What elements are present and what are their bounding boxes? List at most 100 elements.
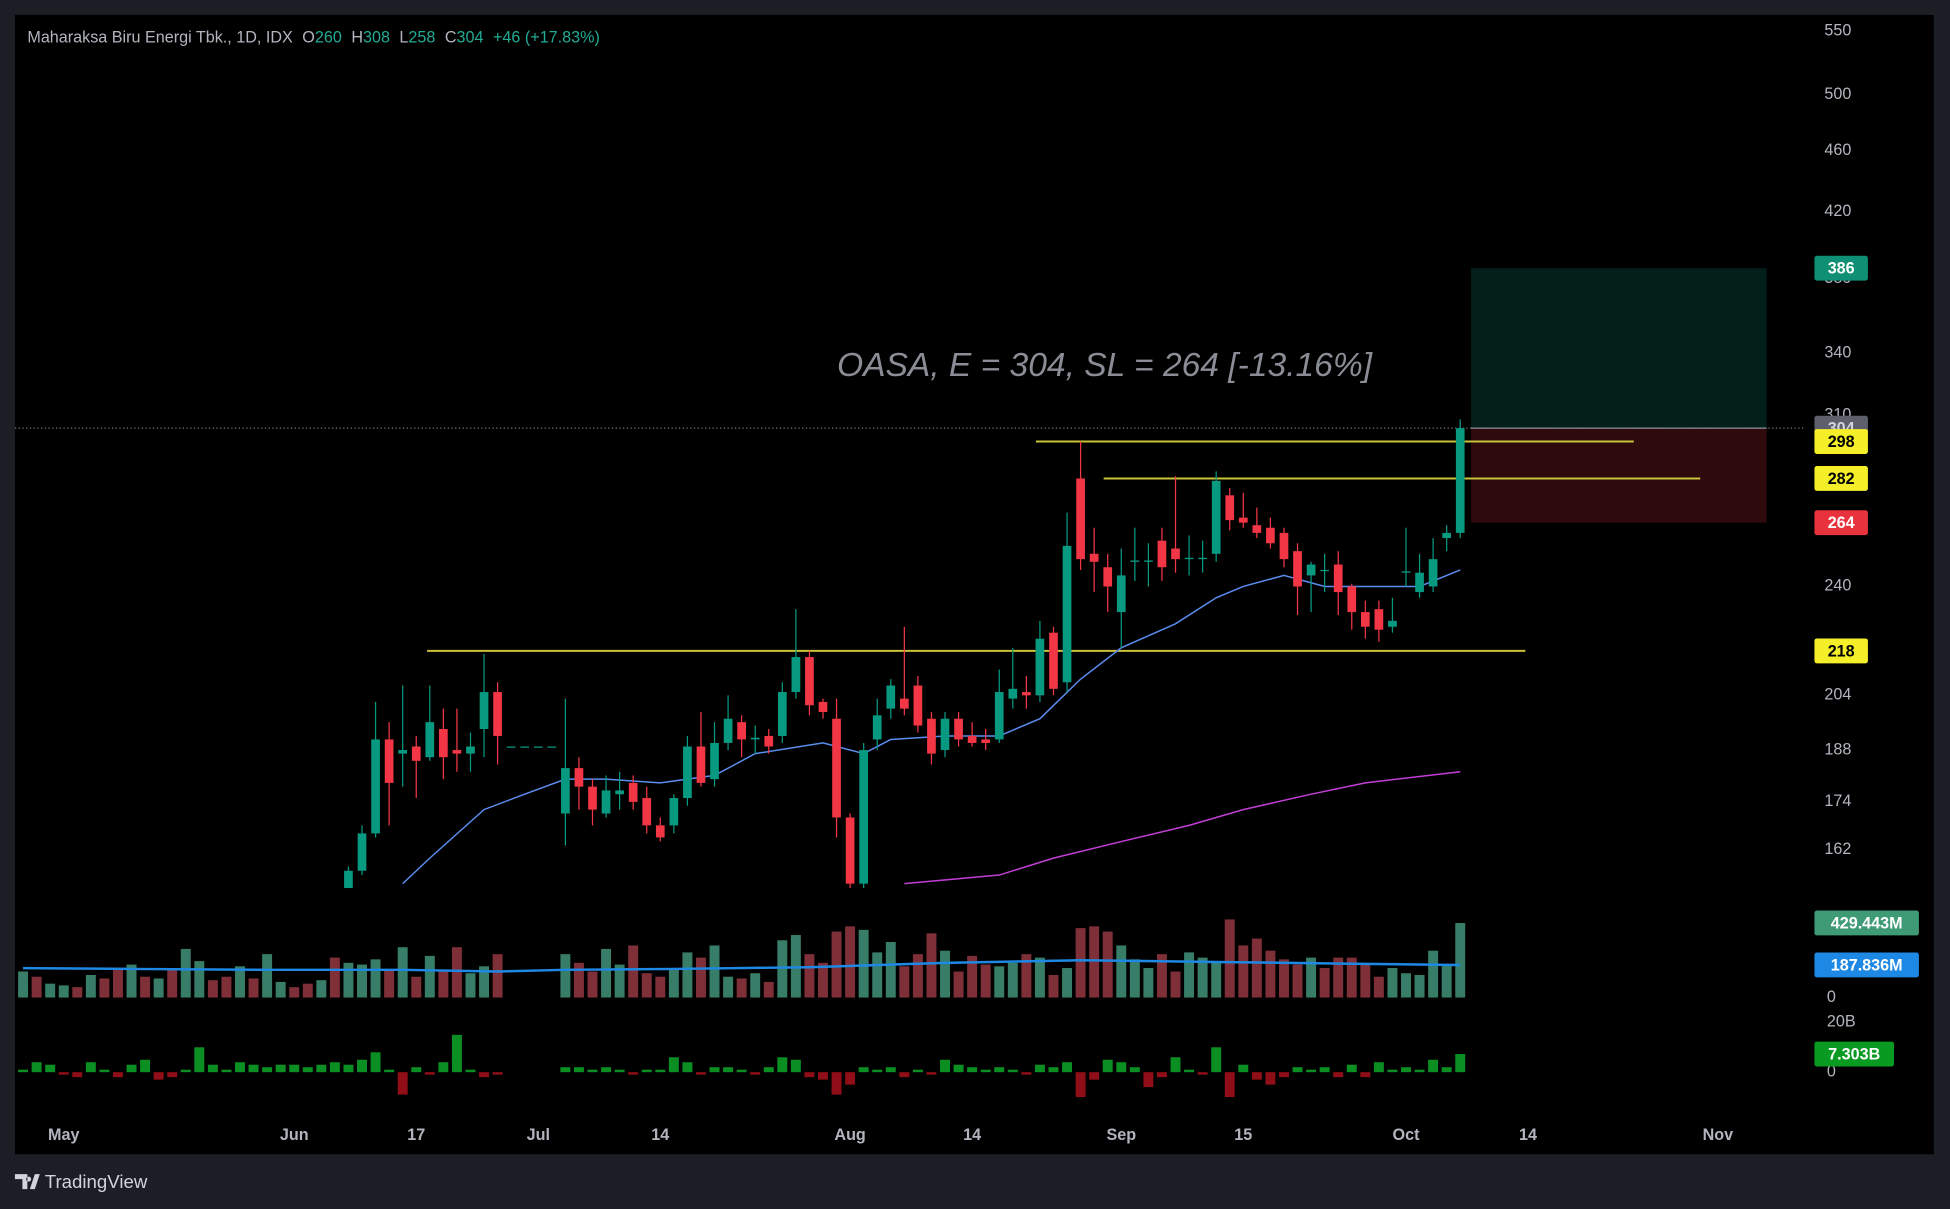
volume-bar: [1373, 976, 1384, 998]
candle-body: [669, 798, 679, 826]
volume-bar: [438, 969, 449, 998]
candle-body: [547, 746, 557, 748]
candle-body: [872, 715, 882, 740]
volume-bar: [1129, 959, 1140, 998]
indicator-bar: [1211, 1047, 1222, 1073]
candle-body: [1320, 569, 1329, 572]
indicator-bar: [1251, 1072, 1262, 1080]
y-tick-label: 340: [1824, 343, 1851, 361]
volume-bar: [153, 978, 164, 998]
candle-body: [452, 750, 462, 754]
indicator-bar: [818, 1072, 828, 1080]
volume-bar: [980, 964, 991, 998]
volume-bar: [235, 966, 245, 998]
candle-body: [533, 746, 543, 748]
volume-bar: [1116, 945, 1127, 998]
change-label: +46 (+17.83%): [493, 29, 600, 47]
volume-bar: [479, 966, 490, 998]
candle-body: [655, 825, 665, 838]
volume-bar: [940, 950, 950, 998]
candle-body: [1049, 632, 1058, 689]
volume-bar: [112, 969, 123, 998]
indicator-bar: [1007, 1069, 1018, 1073]
candle-body: [1238, 517, 1248, 523]
indicator-bar: [1089, 1072, 1100, 1080]
indicator-bar: [275, 1064, 286, 1073]
indicator-bar: [912, 1069, 923, 1073]
candle-body: [1333, 564, 1343, 593]
volume-bar: [655, 976, 666, 998]
indicator-bar: [1306, 1069, 1317, 1073]
indicator-bar: [953, 1064, 964, 1073]
candle-body: [1279, 532, 1289, 560]
candle-body: [913, 685, 923, 726]
chart-header: Maharaksa Biru Energi Tbk., 1D, IDX O260…: [27, 29, 600, 47]
volume-bar: [1428, 950, 1439, 998]
ohlc-value: 260: [315, 29, 342, 47]
indicator-bar: [438, 1062, 449, 1073]
indicator-bar: [1021, 1072, 1032, 1075]
volume-bar: [289, 987, 300, 998]
indicator-bar: [45, 1064, 56, 1073]
candle-body: [588, 786, 597, 810]
volume-bar: [953, 971, 964, 998]
indicator-bar: [1387, 1069, 1398, 1073]
indicator-bar: [872, 1069, 883, 1073]
indicator-bar: [126, 1064, 137, 1073]
indicator-bar: [58, 1072, 69, 1075]
candle-body: [1157, 540, 1167, 568]
indicator-bar: [112, 1072, 123, 1078]
indicator-bar: [858, 1067, 869, 1073]
indicator-bar: [1428, 1059, 1439, 1073]
volume-tick-label: 0: [1827, 988, 1836, 1006]
indicator-last-label: 7.303B: [1828, 1046, 1880, 1064]
candle-body: [628, 782, 638, 802]
indicator-bar: [1360, 1072, 1371, 1078]
volume-bar: [180, 948, 191, 998]
indicator-bar: [1129, 1067, 1140, 1073]
indicator-bar: [655, 1069, 666, 1073]
candle-body: [710, 742, 719, 780]
candle-body: [344, 870, 353, 889]
candle-body: [886, 685, 896, 709]
indicator-bar: [723, 1067, 734, 1073]
y-tick-label: 420: [1824, 202, 1851, 220]
x-tick-label: 14: [651, 1126, 669, 1144]
candle-body: [1225, 495, 1235, 521]
indicator-bar: [492, 1072, 503, 1075]
x-tick-label: Jun: [280, 1126, 309, 1144]
volume-bar: [384, 969, 395, 998]
candle-body: [1388, 620, 1397, 627]
indicator-bar: [709, 1067, 720, 1073]
y-tick-label: 500: [1824, 85, 1851, 103]
volume-bar: [329, 957, 340, 998]
volume-last-box: [1814, 910, 1919, 936]
volume-bar: [994, 966, 1005, 998]
x-tick-label: Aug: [834, 1126, 865, 1144]
indicator-bar: [207, 1064, 218, 1073]
volume-bar: [1265, 950, 1276, 998]
axes: 550500460420380340310240204188174162MayJ…: [48, 21, 1919, 1144]
candle-body: [899, 698, 909, 709]
indicator-bar: [899, 1072, 910, 1078]
candle-body: [384, 739, 394, 783]
x-tick-label: Sep: [1106, 1126, 1136, 1144]
volume-bar: [167, 969, 178, 998]
volume-bar: [885, 941, 896, 998]
indicator-bar: [465, 1069, 476, 1073]
volume-bar: [58, 985, 69, 998]
volume-bar: [357, 964, 367, 998]
indicator-bar: [180, 1069, 191, 1073]
indicator-bar: [804, 1072, 815, 1078]
volume-last-label: 429.443M: [1831, 914, 1903, 932]
candle-body: [411, 746, 421, 761]
x-tick-label: 17: [407, 1126, 425, 1144]
candle-body: [737, 722, 746, 740]
volume-bar: [194, 961, 205, 998]
candle-body: [832, 718, 841, 818]
indicator-bar: [736, 1069, 747, 1073]
indicator-bar: [1197, 1072, 1208, 1075]
indicator-bar: [1278, 1072, 1289, 1078]
candle-body: [1076, 478, 1085, 560]
